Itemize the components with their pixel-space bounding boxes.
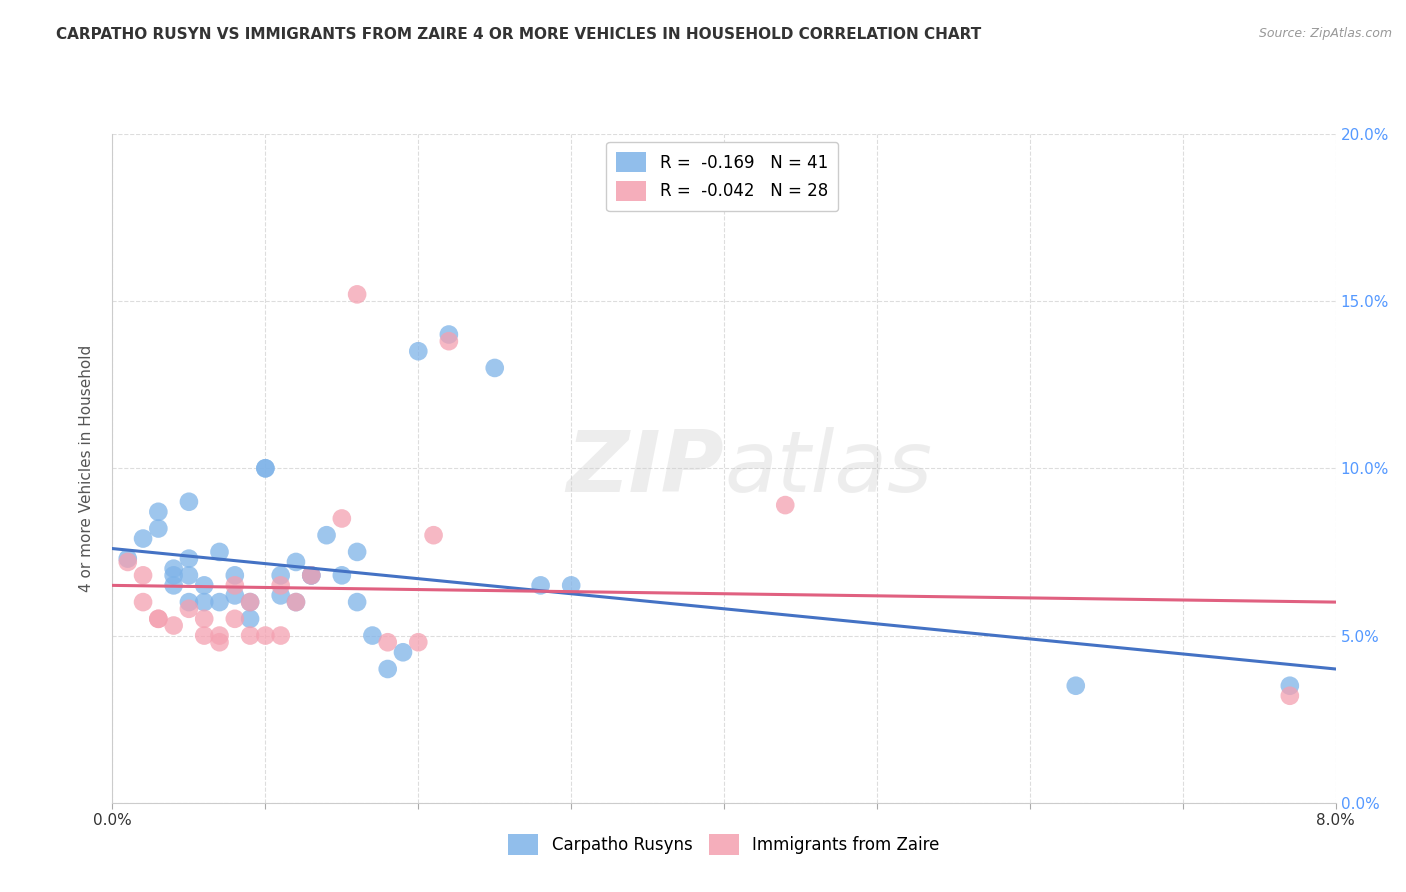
Point (177, 568, 200, 582)
Point (193, 628, 215, 642)
Point (224, 612, 246, 626)
Point (284, 595, 308, 609)
Point (132, 568, 155, 582)
Point (270, 628, 292, 642)
Point (117, 551, 139, 566)
Point (330, 511, 353, 525)
Point (177, 602, 200, 616)
Point (163, 578, 186, 592)
Point (560, 578, 582, 592)
Point (422, 528, 444, 542)
Point (224, 568, 246, 582)
Point (1064, 679, 1087, 693)
Y-axis label: 4 or more Vehicles in Household: 4 or more Vehicles in Household (79, 344, 94, 592)
Point (239, 628, 262, 642)
Point (330, 568, 353, 582)
Point (193, 612, 215, 626)
Point (132, 595, 155, 609)
Point (773, 498, 796, 512)
Point (1278, 679, 1301, 693)
Point (177, 595, 200, 609)
Legend: Carpatho Rusyns, Immigrants from Zaire: Carpatho Rusyns, Immigrants from Zaire (502, 828, 946, 862)
Point (193, 595, 215, 609)
Point (377, 662, 399, 676)
Point (117, 555, 139, 569)
Point (239, 595, 262, 609)
Text: CARPATHO RUSYN VS IMMIGRANTS FROM ZAIRE 4 OR MORE VEHICLES IN HOUSEHOLD CORRELAT: CARPATHO RUSYN VS IMMIGRANTS FROM ZAIRE … (56, 27, 981, 42)
Point (437, 327, 460, 342)
Point (148, 505, 170, 519)
Point (315, 528, 337, 542)
Point (377, 635, 399, 649)
Point (408, 344, 430, 359)
Point (254, 628, 277, 642)
Point (270, 578, 292, 592)
Point (177, 494, 200, 508)
Point (132, 532, 155, 546)
Point (208, 595, 231, 609)
Text: ZIP: ZIP (567, 426, 724, 510)
Point (299, 568, 322, 582)
Point (208, 628, 231, 642)
Point (284, 555, 308, 569)
Point (239, 595, 262, 609)
Point (299, 568, 322, 582)
Point (239, 612, 262, 626)
Point (437, 334, 460, 349)
Point (1278, 689, 1301, 703)
Point (361, 628, 384, 642)
Point (163, 562, 186, 576)
Point (529, 578, 551, 592)
Point (224, 589, 246, 603)
Point (163, 568, 186, 582)
Point (484, 361, 506, 376)
Point (148, 612, 170, 626)
Point (208, 545, 231, 559)
Point (208, 635, 231, 649)
Point (408, 635, 430, 649)
Point (270, 568, 292, 582)
Point (346, 545, 368, 559)
Point (148, 612, 170, 626)
Text: atlas: atlas (724, 426, 932, 510)
Point (299, 568, 322, 582)
Point (392, 645, 415, 659)
Point (163, 618, 186, 632)
Text: Source: ZipAtlas.com: Source: ZipAtlas.com (1258, 27, 1392, 40)
Point (270, 589, 292, 603)
Point (346, 595, 368, 609)
Point (193, 578, 215, 592)
Point (346, 287, 368, 301)
Point (254, 461, 277, 475)
Point (177, 551, 200, 566)
Point (284, 595, 308, 609)
Point (224, 578, 246, 592)
Point (254, 461, 277, 475)
Point (148, 521, 170, 535)
